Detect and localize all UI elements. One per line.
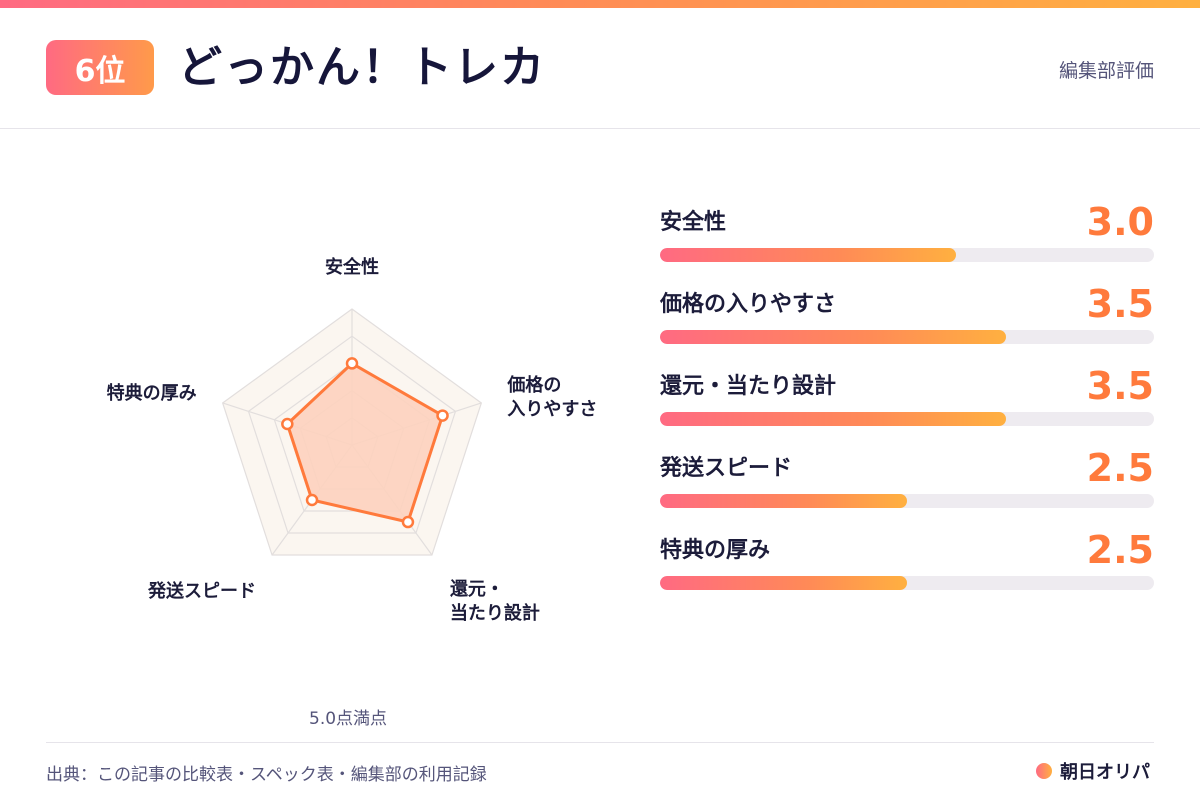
score-label: 発送スピード — [660, 456, 793, 481]
page-title: どっかん！トレカ — [178, 42, 546, 93]
score-row-shipping: 発送スピード 2.5 — [660, 446, 1154, 524]
radar-area — [285, 361, 445, 524]
score-label: 特典の厚み — [660, 538, 771, 563]
score-bar-fill — [660, 412, 1006, 426]
score-bar-fill — [660, 576, 907, 590]
radar-data-polygon — [285, 361, 445, 524]
score-label: 還元・当たり設計 — [660, 374, 837, 399]
radar-data-point — [345, 357, 359, 370]
source-note: 出典：この記事の比較表・スペック表・編集部の利用記録 — [46, 765, 487, 785]
score-value: 2.5 — [1086, 528, 1154, 572]
score-bar-track — [660, 494, 1154, 508]
score-row-safety: 安全性 3.0 — [660, 200, 1154, 278]
radar-grid-ring — [247, 335, 457, 534]
radar-axis-label-line: 還元・ — [450, 579, 504, 600]
brand-logo-dot — [1036, 763, 1052, 779]
score-value: 3.0 — [1086, 200, 1154, 244]
score-bar-track — [660, 576, 1154, 590]
brand: 朝日オリパ — [1036, 758, 1150, 784]
radar-axis-label-line: 価格の — [506, 374, 561, 396]
radar-data-point — [401, 515, 415, 529]
radar-axis-label: 安全性 — [325, 256, 379, 278]
score-value: 3.5 — [1086, 282, 1154, 326]
radar-axis-label-line: 安全性 — [325, 256, 379, 278]
score-bar-track — [660, 248, 1154, 262]
top-accent-bar — [0, 0, 1200, 8]
radar-points — [281, 357, 449, 529]
score-bar-fill — [660, 494, 907, 508]
radar-axis-label-line: 特典の厚み — [107, 382, 197, 404]
score-label: 価格の入りやすさ — [660, 292, 837, 317]
radar-axis-label: 価格の入りやすさ — [506, 374, 597, 420]
radar-axis-label: 還元・当たり設計 — [450, 579, 540, 624]
radar-data-point — [305, 493, 319, 507]
score-label: 安全性 — [660, 210, 727, 235]
radar-axis-label-line: 当たり設計 — [450, 602, 540, 624]
brand-name: 朝日オリパ — [1060, 762, 1150, 783]
radar-axis-label: 発送スピード — [147, 580, 256, 602]
score-bar-fill — [660, 248, 957, 262]
score-row-return: 還元・当たり設計 3.5 — [660, 364, 1154, 442]
score-row-bonus: 特典の厚み 2.5 — [660, 528, 1154, 606]
evaluation-note: 編集部評価 — [1058, 60, 1154, 82]
header-divider — [0, 128, 1200, 129]
score-bar-fill — [660, 330, 1006, 344]
radar-data-point — [281, 417, 294, 431]
radar-data-point — [436, 409, 449, 422]
score-value: 2.5 — [1086, 446, 1154, 490]
radar-axis-label-line: 発送スピード — [147, 580, 256, 602]
score-row-price: 価格の入りやすさ 3.5 — [660, 282, 1154, 360]
score-bar-track — [660, 412, 1154, 426]
rank-badge: 6位 — [46, 40, 154, 95]
radar-axis-label: 特典の厚み — [107, 382, 197, 404]
score-bar-track — [660, 330, 1154, 344]
score-value: 3.5 — [1086, 364, 1154, 408]
scale-note: 5.0点満点 — [309, 709, 388, 729]
radar-axis-label-line: 入りやすさ — [507, 399, 597, 420]
footer-divider — [46, 742, 1154, 743]
